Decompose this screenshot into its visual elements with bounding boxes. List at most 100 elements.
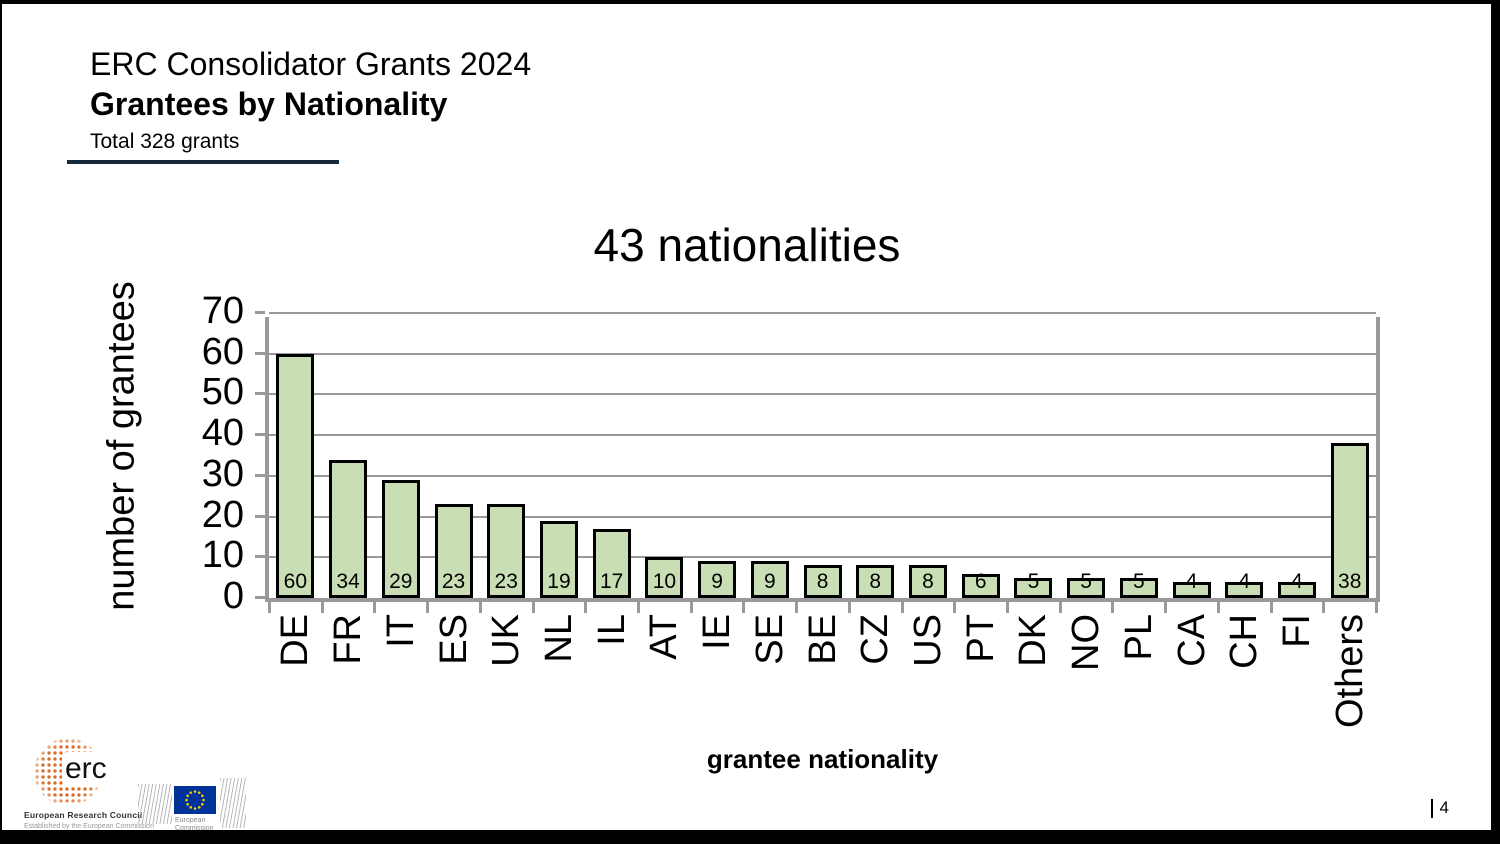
bars-container: 60 DE 34 FR 29 IT 23 ES 23 UK 19 NL 17 IL 10 AT 9 IE 9 SE 8 B… xyxy=(269,317,1376,728)
plot-area: 0 10 20 30 40 50 60 70 60 DE 34 FR 29 IT 23 ES 23 UK 19 NL 1… xyxy=(202,292,1380,728)
deck-title: ERC Consolidator Grants 2024 xyxy=(90,46,532,82)
y-tick-mark xyxy=(255,392,265,396)
bar-slot-IE: 9 IE xyxy=(691,317,744,650)
bar-value-NL: 19 xyxy=(547,570,571,593)
x-tick-mark xyxy=(742,602,746,613)
bar-value-BE: 8 xyxy=(816,570,829,593)
x-tick-mark xyxy=(320,602,324,613)
header-underline xyxy=(67,160,339,164)
bar-slot-DE: 60 DE xyxy=(269,317,322,667)
bar-slot-FI: 4 FI xyxy=(1271,317,1324,648)
x-tick-mark xyxy=(1375,602,1378,613)
eu-flag-icon xyxy=(174,786,216,814)
x-tick-label-ES: ES xyxy=(432,614,475,665)
gridline-y-40 xyxy=(269,434,1376,437)
bar-slot-CA: 4 CA xyxy=(1165,317,1218,667)
y-tick-mark xyxy=(255,473,265,477)
y-tick-label-70: 70 xyxy=(201,290,244,332)
x-tick-mark xyxy=(953,602,957,613)
x-tick-label-DE: DE xyxy=(274,614,317,667)
x-tick-label-IL: IL xyxy=(590,614,633,646)
x-tick-label-IT: IT xyxy=(379,614,422,648)
bar-UK xyxy=(487,504,526,598)
bar-PT xyxy=(961,573,1000,598)
ec-blue-bar xyxy=(174,832,218,838)
y-tick-mark xyxy=(255,311,265,314)
y-tick-label-0: 0 xyxy=(222,575,244,617)
gridline-y-20 xyxy=(269,515,1376,518)
european-commission-logo: European Commission xyxy=(138,776,253,838)
bar-slot-FR: 34 FR xyxy=(322,317,375,665)
y-tick-mark xyxy=(255,596,265,599)
bar-BE xyxy=(803,565,842,598)
bar-CA xyxy=(1172,581,1211,598)
slide-subtitle: Total 328 grants xyxy=(90,130,240,153)
page-number: 4 xyxy=(1430,798,1449,818)
bar-slot-ES: 23 ES xyxy=(427,317,480,665)
bar-PL xyxy=(1119,577,1158,598)
erc-logo-subcaption: Established by the European Commission xyxy=(24,823,154,830)
bar-slot-PT: 6 PT xyxy=(954,317,1007,663)
x-tick-mark xyxy=(373,602,377,613)
x-tick-label-DK: DK xyxy=(1012,614,1055,667)
bar-slot-NO: 5 NO xyxy=(1060,317,1113,671)
x-tick-label-BE: BE xyxy=(801,614,844,665)
ec-sketch-lines-icon xyxy=(220,778,246,828)
y-tick-label-40: 40 xyxy=(201,412,244,455)
bar-value-IL: 17 xyxy=(599,570,624,593)
bar-value-DK: 5 xyxy=(1027,570,1040,593)
bar-NO xyxy=(1067,577,1106,598)
ec-sketch-lines-icon xyxy=(138,784,172,824)
x-tick-mark xyxy=(637,602,640,613)
gridline-y-70 xyxy=(269,312,1376,314)
x-tick-mark xyxy=(1111,602,1115,613)
x-tick-label-NL: NL xyxy=(537,614,580,663)
x-tick-label-PL: PL xyxy=(1117,614,1160,661)
bar-DE xyxy=(276,353,315,598)
bar-value-PT: 6 xyxy=(974,570,987,593)
x-tick-mark xyxy=(268,602,271,613)
bar-AT xyxy=(645,557,684,598)
x-tick-label-AT: AT xyxy=(643,614,686,660)
bar-value-FR: 34 xyxy=(336,570,360,593)
y-tick-label-60: 60 xyxy=(201,330,244,373)
x-tick-mark xyxy=(847,602,851,613)
bar-value-DE: 60 xyxy=(283,570,308,593)
erc-logo: erc European Research Council Establishe… xyxy=(24,732,154,830)
x-tick-label-PT: PT xyxy=(959,614,1002,663)
bar-FI xyxy=(1278,581,1317,598)
bar-slot-SE: 9 SE xyxy=(743,317,796,665)
bar-value-CH: 4 xyxy=(1238,570,1251,593)
gridline-y-60 xyxy=(269,352,1376,355)
chart-title: 43 nationalities xyxy=(593,219,901,271)
x-tick-mark xyxy=(584,602,588,613)
y-axis-title: number of grantees xyxy=(100,281,143,611)
y-tick-label-10: 10 xyxy=(201,534,244,577)
bar-value-US: 8 xyxy=(922,570,934,593)
bar-FR xyxy=(329,459,368,598)
bar-value-CZ: 8 xyxy=(869,570,882,593)
x-tick-mark xyxy=(426,602,430,613)
y-tick-mark xyxy=(255,555,265,559)
bar-value-PL: 5 xyxy=(1133,570,1145,593)
bar-CZ xyxy=(856,565,895,598)
ec-logo-caption: European Commission xyxy=(175,817,214,833)
y-tick-mark xyxy=(255,433,265,437)
x-tick-label-NO: NO xyxy=(1065,614,1108,671)
bar-value-ES: 23 xyxy=(441,570,466,593)
y-tick-label-30: 30 xyxy=(201,452,244,495)
slide-title: Grantees by Nationality xyxy=(90,86,448,122)
bar-slot-AT: 10 AT xyxy=(638,317,691,660)
bar-value-AT: 10 xyxy=(652,570,677,593)
x-tick-mark xyxy=(1058,602,1062,613)
gridline-y-50 xyxy=(269,393,1376,396)
y-tick-mark xyxy=(255,351,265,355)
x-tick-label-FR: FR xyxy=(327,614,370,665)
x-tick-mark xyxy=(1006,602,1009,613)
y-tick-label-20: 20 xyxy=(201,493,244,536)
bar-value-CA: 4 xyxy=(1185,570,1198,593)
bar-value-IT: 29 xyxy=(389,570,413,593)
bar-IE xyxy=(698,561,737,598)
x-tick-label-CH: CH xyxy=(1223,614,1266,669)
